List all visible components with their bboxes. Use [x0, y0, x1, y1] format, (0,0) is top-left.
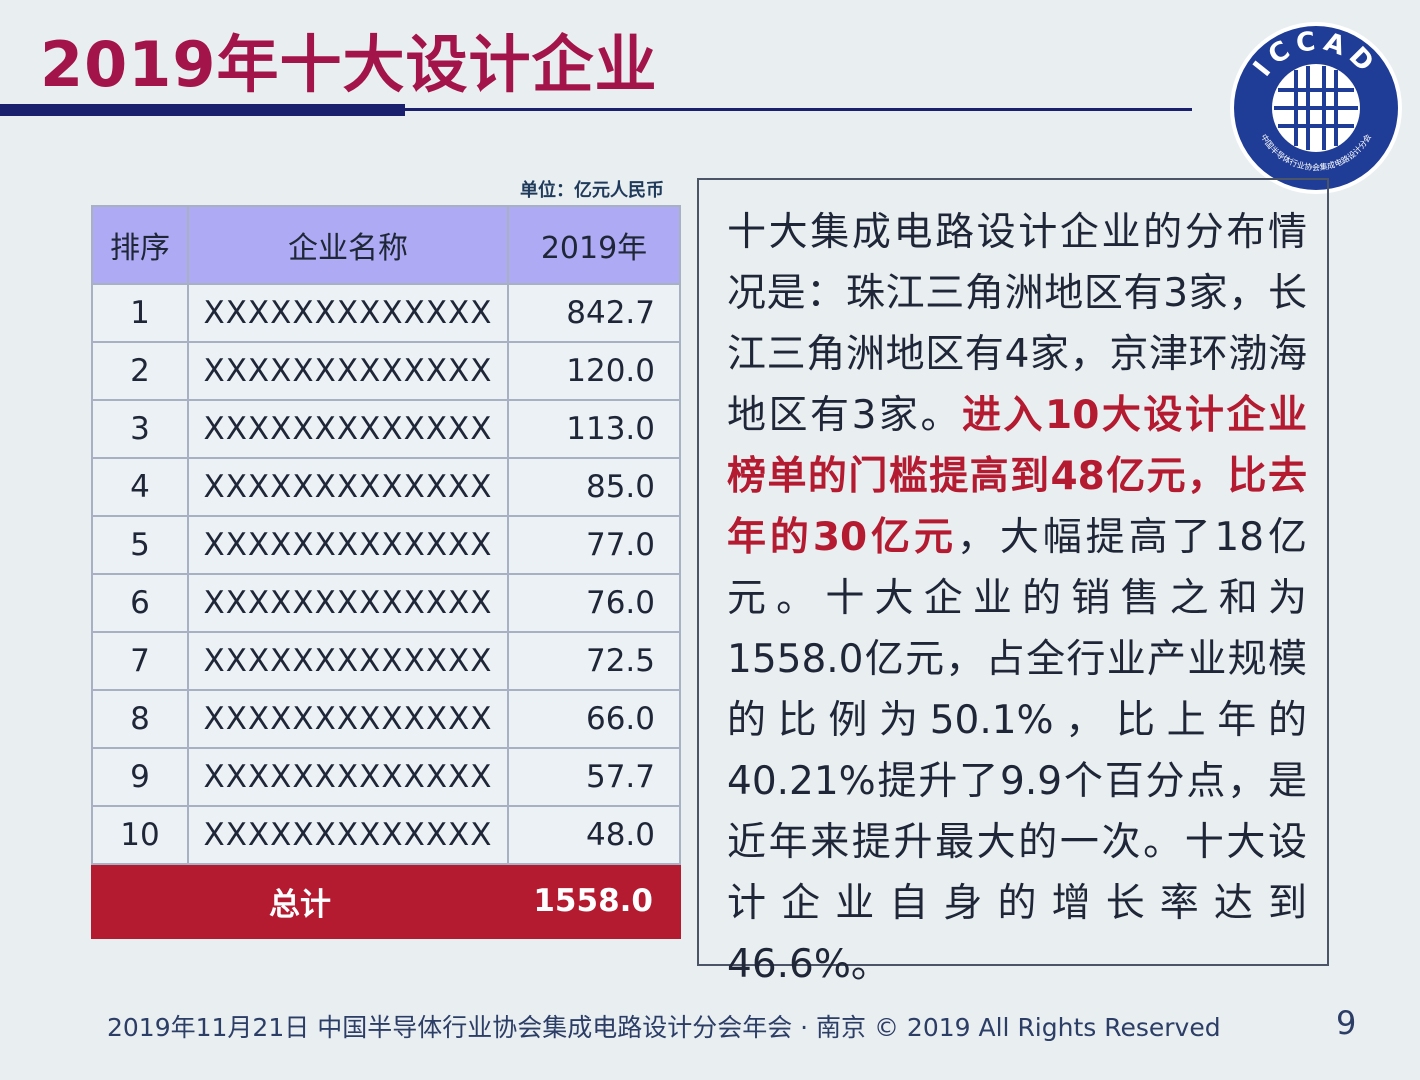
- ranking-table: 排序 企业名称 2019年 1 XXXXXXXXXXXXX 842.7 2 XX…: [91, 205, 681, 939]
- total-row: 总计 1558.0: [91, 863, 681, 939]
- header-company: 企业名称: [187, 205, 509, 285]
- value-cell: 85.0: [507, 457, 681, 517]
- rank-cell: 2: [91, 341, 189, 401]
- value-cell: 120.0: [507, 341, 681, 401]
- rank-cell: 10: [91, 805, 189, 865]
- page-title: 2019年十大设计企业: [40, 28, 658, 101]
- description-text-cont: ，大幅提高了18亿元。十大企业的销售之和为1558.0亿元，占全行业产业规模的比…: [727, 515, 1307, 987]
- rank-cell: 5: [91, 515, 189, 575]
- rank-cell: 6: [91, 573, 189, 633]
- company-cell: XXXXXXXXXXXXX: [187, 341, 509, 401]
- company-cell: XXXXXXXXXXXXX: [187, 805, 509, 865]
- company-cell: XXXXXXXXXXXXX: [187, 515, 509, 575]
- table-row: 2 XXXXXXXXXXXXX 120.0: [91, 341, 681, 401]
- iccad-logo: ICCAD 中国半导体行业协会集成电路设计分会: [1230, 22, 1402, 194]
- table-row: 6 XXXXXXXXXXXXX 76.0: [91, 573, 681, 633]
- company-cell: XXXXXXXXXXXXX: [187, 399, 509, 459]
- value-cell: 113.0: [507, 399, 681, 459]
- description-box: 十大集成电路设计企业的分布情况是：珠江三角洲地区有3家，长江三角洲地区有4家，京…: [697, 178, 1329, 987]
- value-cell: 48.0: [507, 805, 681, 865]
- title-underline-thick: [0, 104, 405, 116]
- company-cell: XXXXXXXXXXXXX: [187, 631, 509, 691]
- value-cell: 842.7: [507, 283, 681, 343]
- table-row: 7 XXXXXXXXXXXXX 72.5: [91, 631, 681, 691]
- header-rank: 排序: [91, 205, 189, 285]
- rank-cell: 1: [91, 283, 189, 343]
- table-row: 8 XXXXXXXXXXXXX 66.0: [91, 689, 681, 749]
- value-cell: 66.0: [507, 689, 681, 749]
- unit-note: 单位：亿元人民币: [520, 180, 664, 201]
- value-cell: 76.0: [507, 573, 681, 633]
- company-cell: XXXXXXXXXXXXX: [187, 689, 509, 749]
- total-label: 总计: [91, 863, 509, 939]
- rank-cell: 3: [91, 399, 189, 459]
- table-row: 3 XXXXXXXXXXXXX 113.0: [91, 399, 681, 459]
- description-highlight: 进入10大设计企业榜单的门槛提高到48亿元，比去年的30亿元: [727, 393, 1307, 560]
- table-row: 10 XXXXXXXXXXXXX 48.0: [91, 805, 681, 865]
- rank-cell: 7: [91, 631, 189, 691]
- rank-cell: 8: [91, 689, 189, 749]
- title-underline-thin: [405, 108, 1192, 111]
- company-cell: XXXXXXXXXXXXX: [187, 457, 509, 517]
- rank-cell: 4: [91, 457, 189, 517]
- total-value: 1558.0: [507, 863, 681, 939]
- page-number: 9: [1336, 1004, 1357, 1042]
- company-cell: XXXXXXXXXXXXX: [187, 747, 509, 807]
- table-row: 9 XXXXXXXXXXXXX 57.7: [91, 747, 681, 807]
- company-cell: XXXXXXXXXXXXX: [187, 283, 509, 343]
- value-cell: 57.7: [507, 747, 681, 807]
- value-cell: 72.5: [507, 631, 681, 691]
- table-row: 4 XXXXXXXXXXXXX 85.0: [91, 457, 681, 517]
- value-cell: 77.0: [507, 515, 681, 575]
- table-row: 5 XXXXXXXXXXXXX 77.0: [91, 515, 681, 575]
- header-year: 2019年: [507, 205, 681, 285]
- company-cell: XXXXXXXXXXXXX: [187, 573, 509, 633]
- description-text: 十大集成电路设计企业的分布情况是：珠江三角洲地区有3家，长江三角洲地区有4家，京…: [727, 210, 1307, 438]
- footer-text: 2019年11月21日 中国半导体行业协会集成电路设计分会年会 · 南京 © 2…: [107, 1013, 1221, 1042]
- rank-cell: 9: [91, 747, 189, 807]
- table-row: 1 XXXXXXXXXXXXX 842.7: [91, 283, 681, 343]
- table-header-row: 排序 企业名称 2019年: [91, 205, 681, 285]
